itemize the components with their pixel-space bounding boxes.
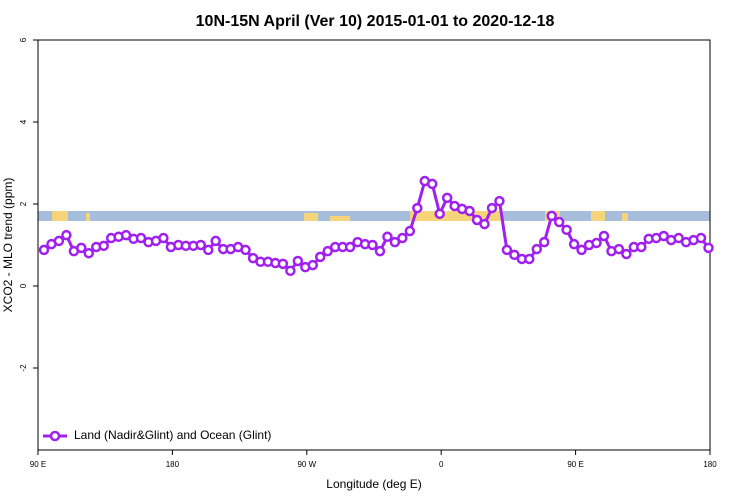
data-point — [464, 205, 475, 217]
data-point — [524, 253, 535, 265]
series-line — [43, 179, 710, 274]
data-point — [83, 247, 95, 259]
data-point — [591, 237, 602, 249]
data-point — [412, 202, 423, 214]
data-point — [509, 249, 520, 261]
x-tick-label: 0 — [439, 460, 444, 469]
data-point — [441, 192, 453, 204]
data-point — [486, 202, 498, 214]
ocean-strip — [38, 211, 710, 221]
land-strip — [86, 213, 90, 221]
data-point — [613, 243, 625, 255]
data-point — [434, 208, 445, 220]
data-point — [538, 236, 550, 248]
data-point — [285, 265, 296, 277]
data-point — [210, 235, 221, 247]
data-point — [158, 232, 169, 244]
data-point — [546, 210, 557, 222]
data-point — [202, 244, 214, 256]
data-point — [367, 239, 378, 251]
data-point — [501, 244, 513, 256]
land-strip — [52, 211, 68, 221]
data-point — [389, 236, 401, 248]
land-strip — [304, 213, 318, 221]
data-point — [703, 242, 714, 254]
land-ocean-band — [38, 211, 710, 221]
x-tick-label: 90 E — [567, 460, 583, 469]
legend-label: Land (Nadir&Glint) and Ocean (Glint) — [74, 428, 271, 442]
data-point — [314, 251, 326, 263]
data-point — [53, 235, 65, 247]
data-point — [98, 240, 109, 252]
y-axis-label: XCO2 - MLO trend (ppm) — [1, 178, 15, 313]
data-point — [382, 231, 393, 243]
data-point — [397, 232, 408, 244]
data-point — [576, 244, 587, 256]
data-point — [277, 258, 289, 270]
chart-title: 10N-15N April (Ver 10) 2015-01-01 to 202… — [196, 13, 555, 30]
data-point — [494, 195, 505, 207]
data-point — [471, 214, 483, 226]
data-point — [598, 230, 610, 242]
data-point — [673, 232, 684, 244]
data-point — [38, 244, 50, 256]
x-axis-label: Longitude (deg E) — [326, 477, 421, 491]
x-tick-label: 180 — [703, 460, 717, 469]
data-point — [426, 178, 438, 190]
y-tick-label: 6 — [19, 37, 28, 42]
data-point — [76, 242, 87, 254]
y-tick-label: 0 — [19, 283, 28, 288]
data-point — [135, 232, 147, 244]
x-tick-label: 90 W — [297, 460, 316, 469]
land-strip — [591, 211, 605, 221]
x-tick-label: 90 E — [30, 460, 46, 469]
data-point — [344, 241, 356, 253]
data-point — [195, 239, 207, 251]
legend-marker — [49, 430, 61, 442]
land-strip — [622, 213, 628, 221]
data-point — [322, 245, 333, 257]
data-point — [404, 225, 416, 237]
data-point — [479, 218, 490, 230]
data-point — [568, 238, 580, 250]
data-point — [307, 259, 319, 271]
data-point — [292, 255, 304, 267]
data-point — [553, 216, 565, 228]
data-point — [61, 229, 72, 241]
data-point — [695, 232, 707, 244]
data-point — [531, 243, 543, 255]
y-tick-label: -2 — [19, 364, 28, 372]
data-point — [240, 244, 251, 256]
y-tick-label: 4 — [19, 119, 28, 124]
data-point — [561, 224, 572, 236]
data-point — [621, 248, 632, 260]
data-point — [374, 245, 386, 257]
land-strip — [330, 216, 350, 221]
land-strip — [410, 211, 502, 221]
data-point — [658, 230, 669, 242]
data-point — [636, 241, 647, 253]
x-tick-label: 180 — [166, 460, 180, 469]
y-tick-label: 2 — [19, 201, 28, 206]
